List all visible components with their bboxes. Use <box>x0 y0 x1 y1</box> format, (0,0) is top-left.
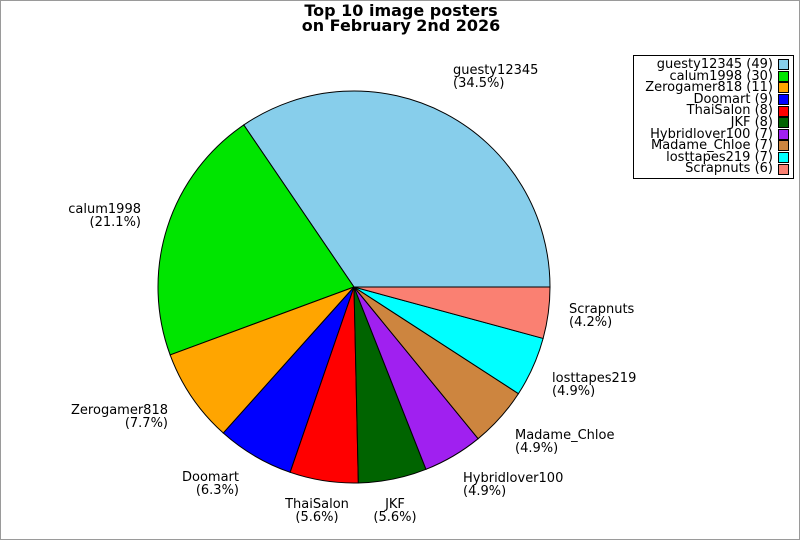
slice-label-name: losttapes219 <box>552 371 637 386</box>
slice-label-percent: (34.5%) <box>453 76 505 91</box>
legend-item-calum1998: calum1998 (30) <box>637 68 789 84</box>
legend-label: ThaiSalon (8) <box>686 103 773 119</box>
slice-label-percent: (4.2%) <box>569 315 613 330</box>
legend-item-guesty12345: guesty12345 (49) <box>637 57 789 72</box>
legend-label: Hybridlover100 (7) <box>650 126 773 142</box>
slice-label-name: Doomart <box>182 470 239 485</box>
legend-item-Doomart: Doomart (9) <box>637 91 789 107</box>
slice-label-percent: (4.9%) <box>515 441 559 456</box>
legend-swatch <box>778 59 789 71</box>
legend-label: calum1998 (30) <box>669 68 773 84</box>
legend-item-Madame_Chloe: Madame_Chloe (7) <box>637 138 789 154</box>
slice-label-name: guesty12345 <box>453 63 539 78</box>
pie-slice-calum1998 <box>157 124 355 356</box>
legend-label: losttapes219 (7) <box>666 149 773 165</box>
legend: guesty12345 (49) calum1998 (30) Zerogamer8… <box>633 55 794 179</box>
legend-label: JKF (8) <box>730 114 773 130</box>
slice-label-Scrapnuts: Scrapnuts (4.2%) <box>569 303 634 329</box>
slice-label-losttapes219: losttapes219 (4.9%) <box>552 372 636 398</box>
legend-item-Scrapnuts: Scrapnuts (6) <box>637 163 789 175</box>
legend-item-Zerogamer818: Zerogamer818 (11) <box>637 80 789 96</box>
legend-item-JKF: JKF (8) <box>637 114 789 130</box>
slice-label-percent: (6.3%) <box>195 483 239 498</box>
pie-slice-Zerogamer818 <box>169 286 355 434</box>
slice-label-Zerogamer818: Zerogamer818 (7.7%) <box>71 404 168 430</box>
legend-label: Scrapnuts (6) <box>685 161 773 177</box>
legend-item-ThaiSalon: ThaiSalon (8) <box>637 105 789 117</box>
legend-label: Madame_Chloe (7) <box>651 138 773 154</box>
slice-label-percent: (5.6%) <box>295 510 339 525</box>
pie-slice-guesty12345 <box>243 90 551 288</box>
slice-label-guesty12345: guesty12345 (34.5%) <box>453 64 538 90</box>
slice-label-name: Scrapnuts <box>569 302 635 317</box>
slice-label-percent: (4.9%) <box>552 384 596 399</box>
legend-swatch <box>778 128 789 140</box>
chart-title-line1: Top 10 image posters <box>304 1 498 20</box>
slice-label-name: ThaiSalon <box>285 497 349 512</box>
slice-label-Doomart: Doomart (6.3%) <box>182 471 239 497</box>
slice-label-calum1998: calum1998 (21.1%) <box>68 203 141 229</box>
pie-slice-Scrapnuts <box>353 286 551 340</box>
legend-items: guesty12345 (49) calum1998 (30) Zerogamer8… <box>637 57 789 175</box>
legend-label: Zerogamer818 (11) <box>645 80 773 96</box>
slice-label-JKF: JKF (5.6%) <box>373 498 416 524</box>
legend-swatch <box>778 105 789 117</box>
legend-item-losttapes219: losttapes219 (7) <box>637 149 789 165</box>
chart-title-line2: on February 2nd 2026 <box>301 15 501 35</box>
slice-label-name: Zerogamer818 <box>71 403 168 418</box>
slice-label-ThaiSalon: ThaiSalon (5.6%) <box>285 498 349 524</box>
slice-label-Madame_Chloe: Madame_Chloe (4.9%) <box>515 429 614 455</box>
slice-label-percent: (21.1%) <box>89 215 141 230</box>
slice-label-name: calum1998 <box>68 202 141 217</box>
legend-swatch <box>778 82 789 94</box>
legend-swatch <box>778 140 789 152</box>
slice-label-percent: (5.6%) <box>373 510 417 525</box>
slice-label-name: Hybridlover100 <box>463 471 564 486</box>
legend-item-Hybridlover100: Hybridlover100 (7) <box>637 126 789 142</box>
slice-label-Hybridlover100: Hybridlover100 (4.9%) <box>463 472 563 498</box>
slice-label-name: Madame_Chloe <box>515 428 615 443</box>
chart-title: Top 10 image posters on February 2nd 202… <box>1 1 799 35</box>
legend-label: guesty12345 (49) <box>656 57 773 72</box>
legend-swatch <box>778 70 789 82</box>
legend-swatch <box>778 117 789 129</box>
slice-label-percent: (7.7%) <box>124 416 168 431</box>
legend-swatch <box>778 163 789 175</box>
legend-swatch <box>778 94 789 106</box>
slice-label-name: JKF <box>385 497 405 512</box>
slice-label-percent: (4.9%) <box>463 484 507 499</box>
legend-swatch <box>778 152 789 164</box>
legend-label: Doomart (9) <box>693 91 773 107</box>
